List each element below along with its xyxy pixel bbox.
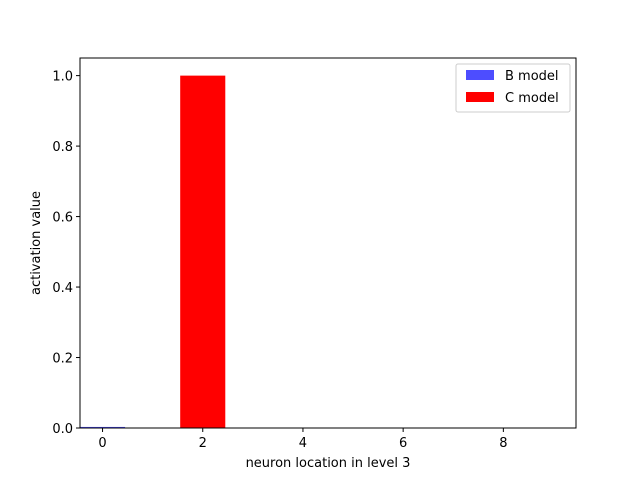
plot-frame: [79, 57, 577, 429]
x-tick-label-0: 0: [98, 436, 106, 451]
x-tick-label-8: 8: [499, 436, 507, 451]
y-axis: 0.0 0.2 0.4 0.6 0.8 1.0: [52, 70, 80, 437]
legend-label-b-model: B model: [505, 69, 559, 84]
legend-swatch-c-model: [466, 92, 494, 102]
y-tick-label-0.0: 0.0: [52, 422, 73, 437]
bar-c-model-2: [180, 75, 226, 429]
y-tick-label-0.2: 0.2: [52, 352, 73, 367]
x-axis-label: neuron location in level 3: [246, 456, 411, 471]
bar-b-model-0: [80, 426, 126, 428]
x-tick-label-4: 4: [299, 436, 307, 451]
legend-label-c-model: C model: [505, 91, 559, 106]
y-tick-label-0.6: 0.6: [52, 211, 73, 226]
legend: B model C model: [455, 63, 571, 113]
y-tick-label-0.8: 0.8: [52, 140, 73, 155]
x-tick-label-6: 6: [399, 436, 407, 451]
y-tick-label-0.4: 0.4: [52, 281, 73, 296]
bars-layer: [80, 75, 226, 429]
legend-swatch-b-model: [466, 70, 494, 80]
x-axis: 0 2 4 6 8: [98, 428, 507, 451]
x-tick-label-2: 2: [199, 436, 207, 451]
y-axis-label: activation value: [29, 191, 44, 295]
y-tick-label-1.0: 1.0: [52, 70, 73, 85]
